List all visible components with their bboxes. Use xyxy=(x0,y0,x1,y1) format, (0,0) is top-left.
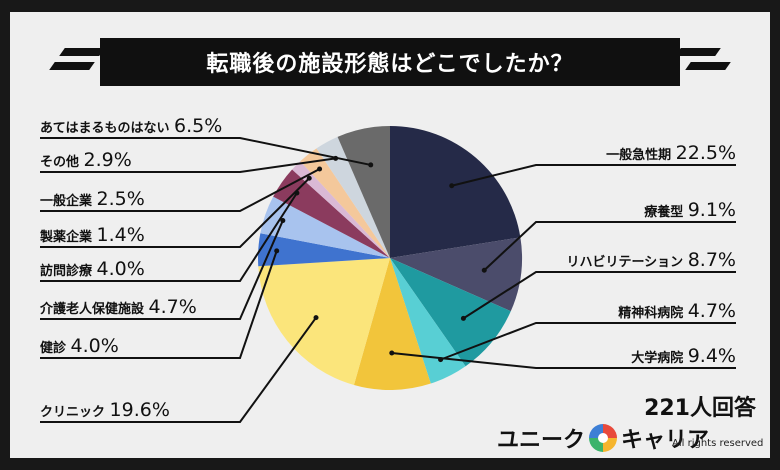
leader-line xyxy=(40,177,310,248)
leader-dot xyxy=(389,350,395,356)
respondent-count: 221人回答 xyxy=(644,396,756,421)
leader-dot xyxy=(317,166,323,172)
leader-line xyxy=(40,250,278,359)
brand-logo: ユニーク キャリア xyxy=(497,420,709,456)
slice-label: 製薬企業 1.4% xyxy=(39,224,145,246)
slice-label: あてはまるものはない 6.5% xyxy=(40,115,222,137)
pie-slice xyxy=(258,258,390,385)
pie-slice xyxy=(316,136,390,258)
leader-dot xyxy=(313,315,319,321)
slice-label: 一般急性期 22.5% xyxy=(606,142,736,164)
logo-text-left: ユニーク xyxy=(497,428,586,453)
leader-line xyxy=(451,164,736,187)
slice-label: 介護老人保健施設 4.7% xyxy=(39,296,197,318)
logo-mark-icon xyxy=(589,424,618,452)
slice-label: その他 2.9% xyxy=(40,149,132,171)
leader-line xyxy=(440,322,736,361)
leader-dot xyxy=(306,175,312,181)
copyright-text: All rights reserved xyxy=(672,438,764,449)
slice-label: 精神科病院 4.7% xyxy=(618,300,736,322)
slice-label: リハビリテーション 8.7% xyxy=(566,249,736,271)
slice-label: 健診 4.0% xyxy=(40,335,119,357)
slice-label: 一般企業 2.5% xyxy=(40,188,145,210)
pie-slice xyxy=(292,161,390,258)
pie-slice xyxy=(273,169,390,258)
logo-text-right: キャリア xyxy=(621,428,710,453)
leader-dot xyxy=(481,267,487,273)
leader-line xyxy=(40,137,371,166)
leader-line xyxy=(40,220,284,320)
slice-label: クリニック 19.6% xyxy=(40,399,170,421)
leader-dot xyxy=(368,162,374,168)
pie-slice xyxy=(390,258,511,367)
slice-label: 大学病院 9.4% xyxy=(631,345,736,367)
pie-slice xyxy=(390,237,522,312)
leader-line xyxy=(40,168,321,212)
leader-dot xyxy=(280,218,286,224)
leader-dot xyxy=(449,183,455,189)
chart-title: 転職後の施設形態はどこでしたか？ xyxy=(100,38,680,86)
pie-slice xyxy=(390,126,521,258)
leader-dot xyxy=(274,248,280,254)
leader-line xyxy=(40,317,317,423)
leader-line xyxy=(483,221,736,271)
leader-line xyxy=(391,352,736,369)
leader-dot xyxy=(460,315,466,321)
pie-slice xyxy=(337,126,390,258)
leader-line xyxy=(462,271,736,320)
leader-line xyxy=(40,157,336,173)
pie-slice xyxy=(390,258,466,384)
pie-slice xyxy=(258,233,390,267)
pie-slice xyxy=(353,258,431,390)
leader-line xyxy=(40,192,298,282)
slice-label: 訪問診療 4.0% xyxy=(40,258,145,280)
pie-slice xyxy=(300,148,390,258)
pie-slice xyxy=(260,196,390,258)
slice-label: 療養型 9.1% xyxy=(644,199,736,221)
